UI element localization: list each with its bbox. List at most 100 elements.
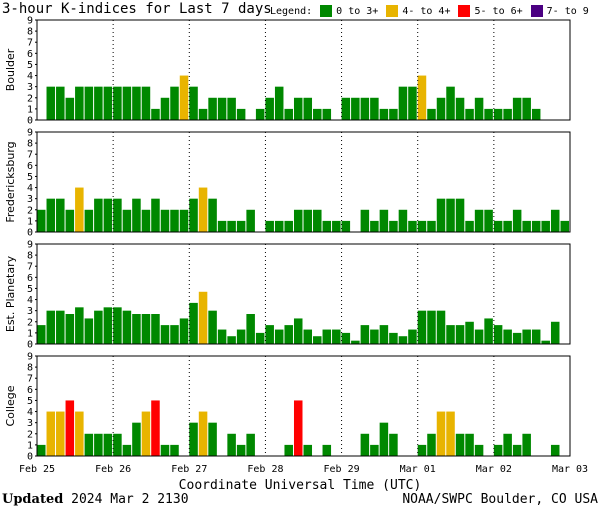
college-bar: [455, 433, 465, 456]
fredericksburg-bar: [550, 209, 560, 232]
y-tick-label: 8: [27, 27, 33, 38]
fredericksburg-bar: [94, 198, 103, 232]
fredericksburg-bar: [65, 209, 75, 232]
college-bar: [550, 444, 560, 456]
college-bar: [75, 411, 84, 456]
est-planetary-bar: [379, 325, 389, 344]
est-planetary-bar: [465, 321, 474, 344]
est-planetary-bar: [322, 329, 332, 344]
est-planetary-bar: [65, 314, 75, 344]
est-planetary-bar: [103, 307, 113, 344]
fredericksburg-bar: [46, 198, 56, 232]
fredericksburg-bar: [274, 220, 284, 232]
fredericksburg-panel-frame: [36, 131, 571, 233]
college-bar: [446, 411, 455, 456]
college-bar: [493, 444, 503, 456]
y-tick-label: 5: [27, 396, 33, 407]
est-planetary-bar: [170, 325, 179, 344]
est-planetary-bar: [303, 329, 313, 344]
est-planetary-bar: [75, 307, 84, 344]
boulder-bar: [351, 97, 360, 120]
fredericksburg-bar: [503, 220, 512, 232]
est-planetary-bar: [265, 325, 274, 344]
boulder-bar: [408, 86, 417, 120]
boulder-bar: [122, 86, 132, 120]
fredericksburg-bar: [122, 209, 132, 232]
boulder-bar: [503, 108, 512, 120]
boulder-bar: [179, 75, 189, 120]
fredericksburg-bar: [227, 220, 236, 232]
boulder-bar: [341, 97, 351, 120]
legend-item-active: 4- to 4+: [402, 5, 451, 17]
y-tick-label: 9: [27, 240, 33, 251]
college-bar: [379, 422, 389, 456]
college-bar: [208, 422, 217, 456]
boulder-bar: [284, 108, 293, 120]
boulder-bar: [398, 86, 408, 120]
boulder-bar: [56, 86, 65, 120]
boulder-bar: [493, 108, 503, 120]
y-tick-label: 7: [27, 150, 33, 161]
boulder-bar: [113, 86, 122, 120]
fredericksburg-bar: [293, 209, 303, 232]
boulder-bar: [465, 108, 474, 120]
college-bar: [322, 444, 332, 456]
boulder-bar: [484, 108, 493, 120]
college-bar: [122, 444, 132, 456]
x-tick-label: Feb 29: [324, 464, 360, 475]
est-planetary-bar: [113, 307, 122, 344]
fredericksburg-bar: [427, 220, 436, 232]
fredericksburg-bar: [208, 198, 217, 232]
boulder-bar: [46, 86, 56, 120]
fredericksburg-bar: [284, 220, 293, 232]
y-tick-label: 7: [27, 374, 33, 385]
est-planetary-bar: [370, 329, 379, 344]
college-bar: [465, 433, 474, 456]
y-tick-label: 2: [27, 429, 33, 440]
boulder-bar: [313, 108, 322, 120]
fredericksburg-bar: [217, 220, 227, 232]
est-planetary-bar: [436, 310, 446, 344]
est-planetary-bar: [522, 329, 531, 344]
boulder-bar: [84, 86, 94, 120]
est-planetary-bar: [493, 325, 503, 344]
college-panel-frame: [36, 355, 571, 457]
est-planetary-bar: [84, 318, 94, 344]
est-planetary-bar: [217, 329, 227, 344]
est-planetary-bar: [255, 332, 265, 344]
y-tick-label: 4: [27, 71, 33, 82]
college-bar: [113, 433, 122, 456]
boulder-bar: [141, 86, 151, 120]
fredericksburg-bar: [246, 209, 255, 232]
y-tick-label: 6: [27, 161, 33, 172]
boulder-bar: [189, 86, 198, 120]
boulder-bar: [293, 97, 303, 120]
y-tick-label: 2: [27, 205, 33, 216]
est-planetary-bar: [351, 340, 360, 344]
y-tick-label: 1: [27, 216, 33, 227]
x-tick-label: Feb 25: [19, 464, 55, 475]
est-planetary-bar: [284, 325, 293, 344]
college-bar: [246, 433, 255, 456]
boulder-bar: [531, 108, 541, 120]
y-tick-label: 9: [27, 352, 33, 363]
credit-text: NOAA/SWPC Boulder, CO USA: [402, 492, 598, 507]
fredericksburg-bar: [103, 198, 113, 232]
est-planetary-bar: [313, 336, 322, 344]
college-bar: [151, 400, 160, 456]
y-tick-label: 3: [27, 418, 33, 429]
k-index-chart: 0123456789Boulder0123456789Fredericksbur…: [4, 16, 588, 476]
fredericksburg-bar: [151, 198, 160, 232]
fredericksburg-bar: [408, 220, 417, 232]
est-planetary-bar: [94, 310, 103, 344]
y-tick-label: 3: [27, 306, 33, 317]
fredericksburg-bar: [132, 198, 141, 232]
fredericksburg-bar: [322, 220, 332, 232]
college-bar: [293, 400, 303, 456]
boulder-bar: [217, 97, 227, 120]
y-tick-label: 0: [27, 340, 33, 351]
est-planetary-bar: [427, 310, 436, 344]
fredericksburg-bar: [303, 209, 313, 232]
est-planetary-bar: [398, 336, 408, 344]
x-tick-label: Feb 27: [171, 464, 207, 475]
